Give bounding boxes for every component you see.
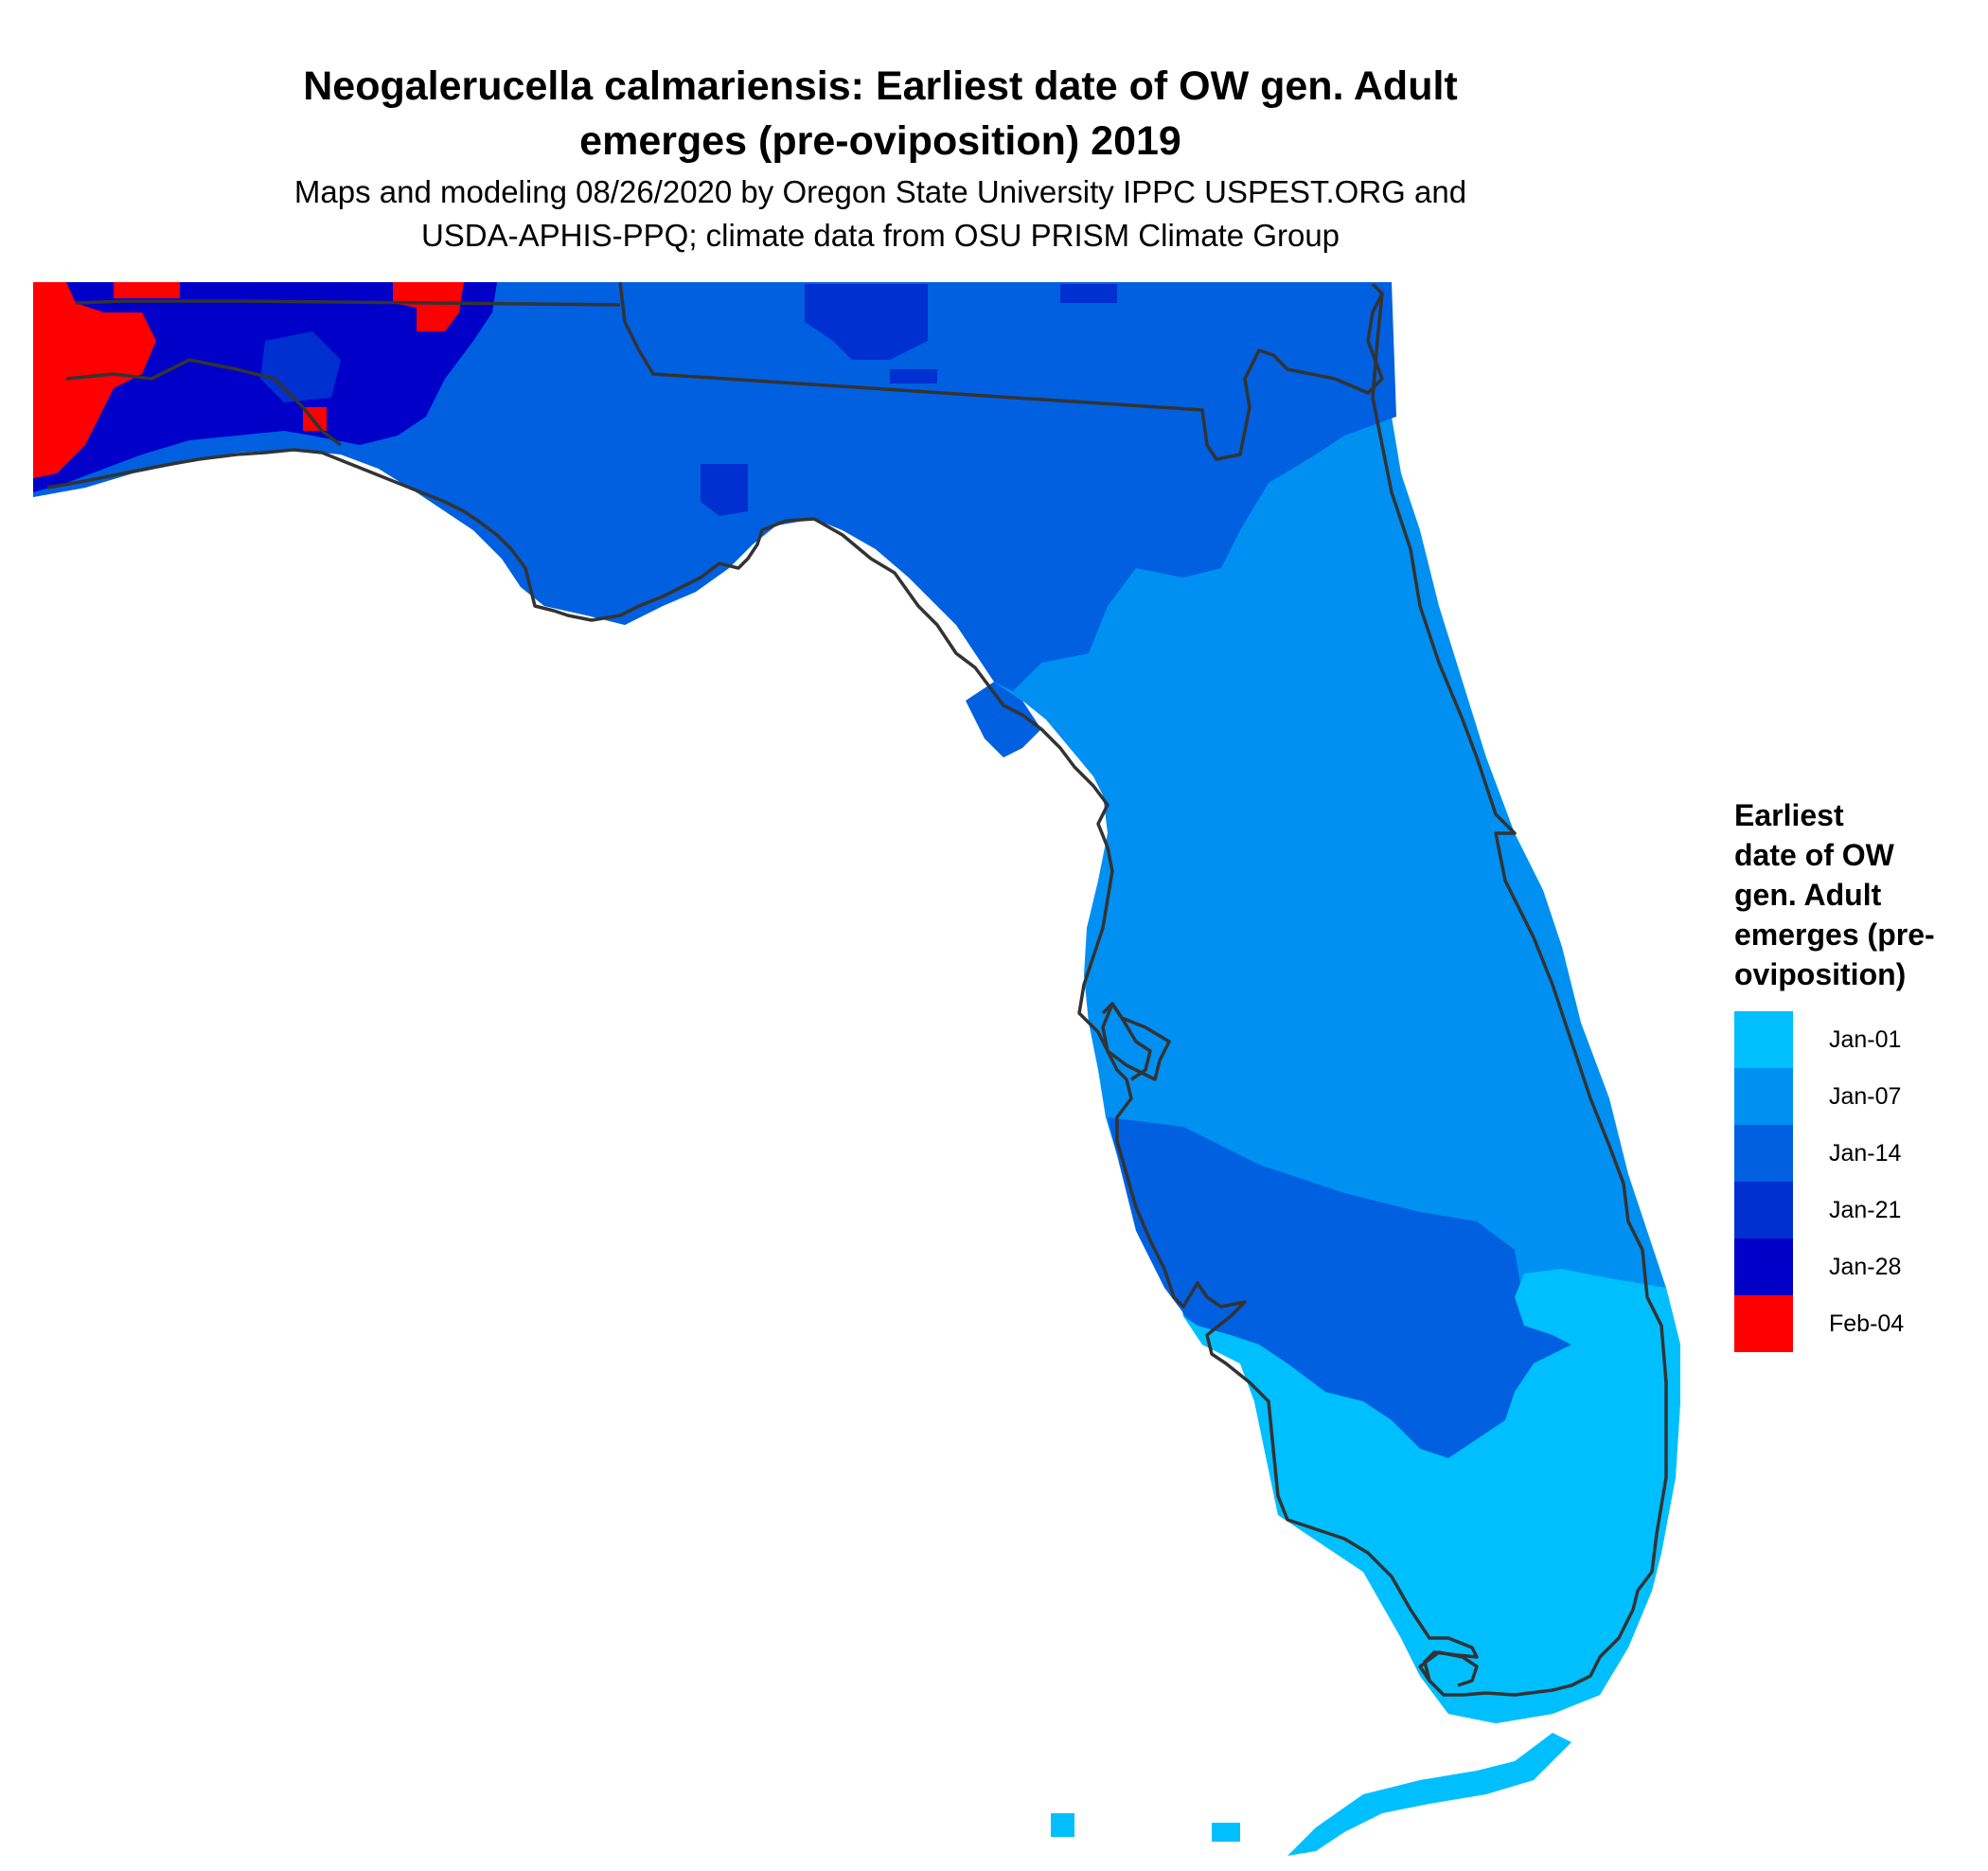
- florida-map: [33, 281, 1680, 1856]
- lake-okeechobee-shore: [1418, 1650, 1479, 1687]
- legend-label: Jan-07: [1829, 1082, 1902, 1110]
- legend-label: Feb-04: [1829, 1310, 1905, 1337]
- region-keys: [1287, 1733, 1571, 1856]
- legend-label: Jan-28: [1829, 1253, 1902, 1280]
- region-jan-21-b: [1060, 284, 1117, 303]
- legend-swatch: [1734, 1125, 1793, 1182]
- legend-item-jan-07: Jan-07: [1734, 1068, 1980, 1125]
- legend-item-feb-04: Feb-04: [1734, 1295, 1980, 1352]
- region-jan-21-a: [805, 284, 928, 360]
- legend-label: Jan-01: [1829, 1025, 1902, 1053]
- legend-item-jan-14: Jan-14: [1734, 1125, 1980, 1182]
- legend-label: Jan-14: [1829, 1139, 1902, 1167]
- legend-title-line-3: gen. Adult: [1734, 878, 1882, 912]
- map-title: Neogalerucella calmariensis: Earliest da…: [0, 59, 1761, 169]
- region-keys-small-a: [1051, 1813, 1074, 1837]
- legend-title-line-4: emerges (pre-: [1734, 918, 1935, 952]
- map-title-line-2: emerges (pre-oviposition) 2019: [579, 118, 1181, 164]
- legend-swatch: [1734, 1238, 1793, 1295]
- region-feb-04-b: [393, 282, 464, 331]
- region-jan-21-c: [701, 464, 748, 516]
- region-jan-21-d: [890, 369, 937, 383]
- region-keys-small-b: [1212, 1823, 1240, 1842]
- legend-swatch: [1734, 1295, 1793, 1352]
- legend-swatch: [1734, 1182, 1793, 1238]
- legend-swatch: [1734, 1011, 1793, 1068]
- region-jan-01: [1183, 1269, 1680, 1723]
- map-subtitle-line-2: USDA-APHIS-PPQ; climate data from OSU PR…: [420, 218, 1340, 253]
- region-jan-14-gulf: [966, 682, 1041, 757]
- region-feb-04-c: [114, 282, 180, 298]
- legend-title-line-2: date of OW: [1734, 838, 1894, 872]
- legend-title-line-1: Earliest: [1734, 798, 1844, 832]
- map-subtitle: Maps and modeling 08/26/2020 by Oregon S…: [0, 170, 1761, 258]
- legend-item-jan-28: Jan-28: [1734, 1238, 1980, 1295]
- region-feb-04-a: [33, 282, 156, 478]
- legend-label: Jan-21: [1829, 1196, 1902, 1223]
- region-jan-14-central: [1108, 1117, 1571, 1458]
- fl-ga-border: [618, 281, 1384, 461]
- panhandle-bays: [65, 358, 343, 447]
- map-title-line-1: Neogalerucella calmariensis: Earliest da…: [303, 63, 1458, 109]
- legend-swatch: [1734, 1068, 1793, 1125]
- legend-title: Earliest date of OW gen. Adult emerges (…: [1734, 795, 1980, 994]
- al-fl-border: [75, 299, 621, 307]
- state-boundaries: [46, 281, 1668, 1697]
- legend-title-line-5: oviposition): [1734, 957, 1907, 991]
- bay-tampa: [1101, 1002, 1152, 1081]
- map-subtitle-line-1: Maps and modeling 08/26/2020 by Oregon S…: [293, 174, 1467, 209]
- legend-item-jan-01: Jan-01: [1734, 1011, 1980, 1068]
- legend-item-jan-21: Jan-21: [1734, 1182, 1980, 1238]
- peninsula-coastline: [46, 293, 1668, 1697]
- legend: Earliest date of OW gen. Adult emerges (…: [1734, 795, 1980, 1352]
